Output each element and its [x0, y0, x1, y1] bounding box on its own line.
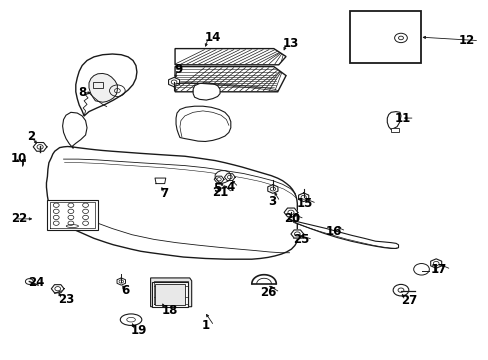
Polygon shape [51, 285, 64, 293]
Text: 8: 8 [78, 86, 86, 99]
Polygon shape [293, 235, 301, 238]
Text: 10: 10 [11, 152, 27, 165]
Polygon shape [193, 83, 220, 100]
Text: 15: 15 [296, 197, 312, 210]
Polygon shape [214, 176, 224, 183]
Text: 2: 2 [27, 130, 35, 143]
Polygon shape [76, 54, 137, 116]
Bar [93, 82, 102, 88]
Text: 14: 14 [204, 31, 220, 44]
Polygon shape [224, 174, 235, 181]
Polygon shape [386, 112, 400, 130]
Polygon shape [175, 49, 285, 65]
Polygon shape [290, 230, 303, 238]
Text: 4: 4 [226, 181, 234, 194]
Text: 17: 17 [430, 263, 447, 276]
Text: 9: 9 [174, 63, 182, 76]
Text: 16: 16 [325, 225, 342, 238]
Bar [390, 128, 398, 132]
Polygon shape [46, 147, 297, 259]
Polygon shape [89, 73, 117, 102]
Polygon shape [168, 77, 179, 87]
Polygon shape [215, 171, 230, 184]
Text: 7: 7 [160, 187, 168, 200]
Text: 25: 25 [292, 233, 308, 246]
Text: 5: 5 [213, 183, 221, 195]
Polygon shape [298, 193, 308, 202]
Bar [154, 284, 185, 305]
Polygon shape [21, 159, 25, 166]
Ellipse shape [120, 314, 142, 325]
Polygon shape [117, 278, 125, 285]
Text: 1: 1 [202, 319, 210, 332]
Text: 20: 20 [284, 212, 300, 225]
Polygon shape [47, 200, 98, 230]
Text: 27: 27 [400, 294, 416, 307]
Polygon shape [62, 112, 87, 148]
Polygon shape [288, 217, 398, 248]
Polygon shape [150, 278, 191, 307]
Bar [349, 11, 420, 63]
Polygon shape [267, 185, 277, 193]
Text: 11: 11 [394, 112, 410, 125]
Text: 24: 24 [28, 276, 44, 289]
Polygon shape [375, 31, 389, 40]
Polygon shape [33, 143, 47, 151]
Polygon shape [284, 208, 297, 217]
Polygon shape [356, 31, 371, 41]
Polygon shape [176, 106, 230, 141]
Polygon shape [155, 178, 165, 184]
Text: 12: 12 [458, 34, 474, 47]
Text: 6: 6 [121, 284, 129, 297]
Text: 22: 22 [11, 212, 27, 225]
Text: 13: 13 [282, 37, 298, 50]
Polygon shape [430, 259, 441, 268]
Text: 18: 18 [161, 304, 177, 317]
Text: 21: 21 [212, 186, 228, 199]
Bar [151, 282, 188, 307]
Polygon shape [175, 67, 285, 92]
Text: 23: 23 [58, 293, 74, 306]
Text: 26: 26 [260, 286, 276, 299]
Text: 19: 19 [131, 324, 147, 337]
Text: 3: 3 [267, 195, 276, 208]
